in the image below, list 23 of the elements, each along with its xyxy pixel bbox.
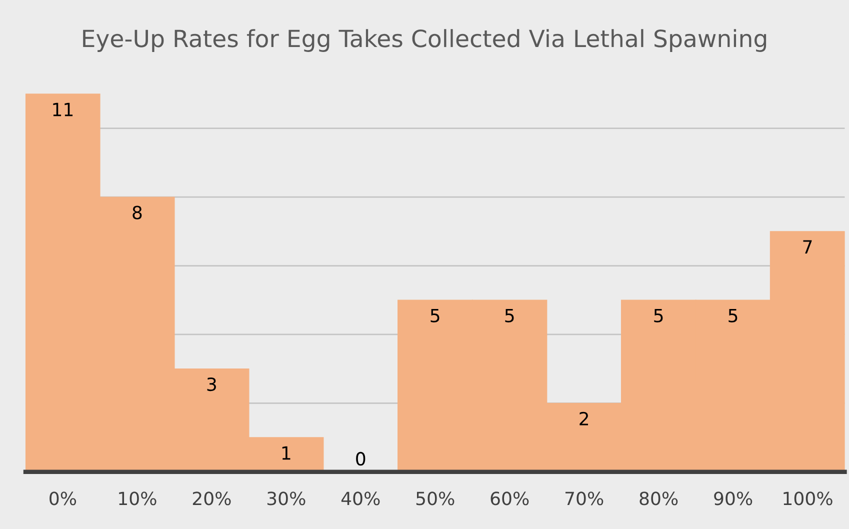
x-tick-label: 60% xyxy=(490,492,529,506)
data-label: 5 xyxy=(728,309,738,322)
data-label: 5 xyxy=(505,309,514,322)
data-label: 0 xyxy=(356,452,366,466)
chart-title: Eye-Up Rates for Egg Takes Collected Via Lethal Spawning xyxy=(83,29,766,52)
x-tick-label: 10% xyxy=(119,492,156,506)
data-label: 3 xyxy=(207,377,216,392)
data-label: 5 xyxy=(654,309,663,322)
x-tick-label: 20% xyxy=(192,492,231,506)
data-label: 2 xyxy=(580,412,588,426)
x-tick-label: 90% xyxy=(714,492,752,506)
x-tick-label: 70% xyxy=(565,492,604,506)
x-tick-label: 100% xyxy=(784,492,832,506)
data-label: 7 xyxy=(803,240,812,254)
data-label: 11 xyxy=(53,102,73,116)
data-label: 1 xyxy=(282,446,290,460)
x-tick-label: 80% xyxy=(640,492,678,506)
data-label: 8 xyxy=(132,206,142,220)
x-tick-label: 40% xyxy=(341,492,380,506)
x-tick-label: 50% xyxy=(416,492,454,506)
data-label: 5 xyxy=(430,309,440,322)
x-tick-label: 30% xyxy=(267,492,306,506)
x-tick-label: 0% xyxy=(50,492,76,506)
